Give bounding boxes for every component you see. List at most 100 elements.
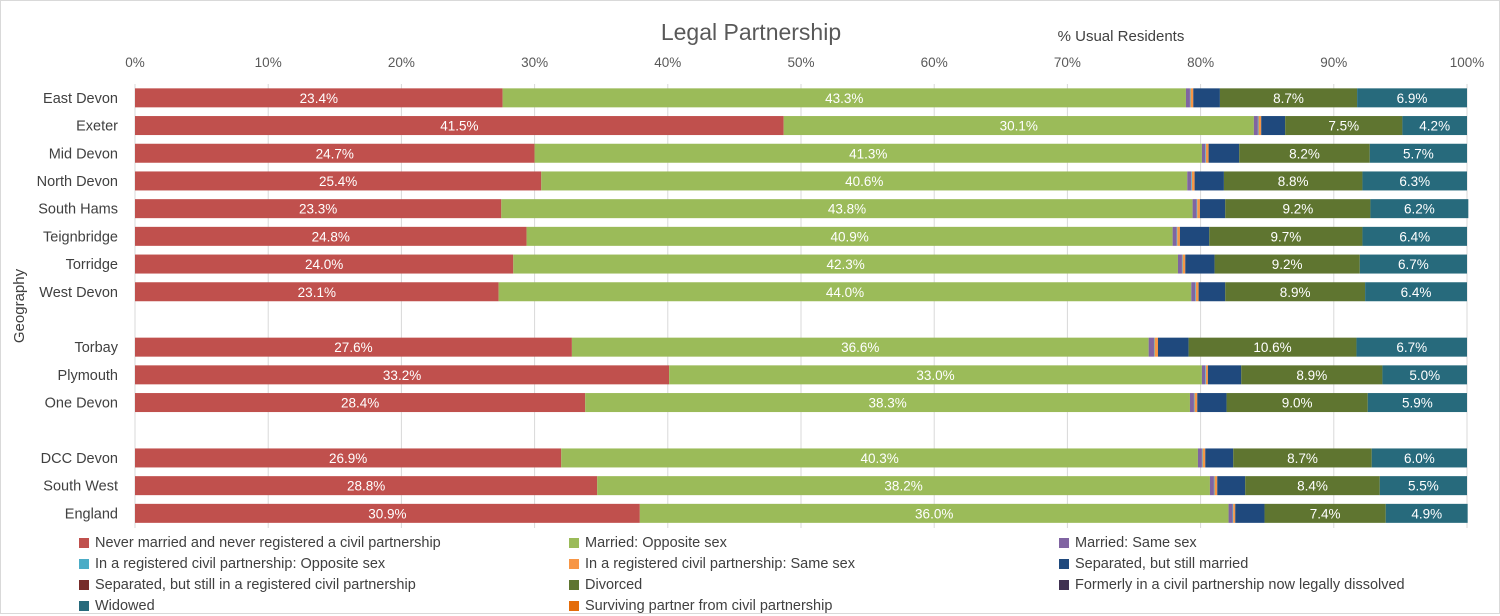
category-label: Plymouth [58, 368, 118, 384]
legend-swatch [79, 580, 89, 590]
x-tick-label: 40% [654, 55, 681, 70]
bar-segment [1214, 476, 1218, 496]
bar-segment [1226, 393, 1368, 413]
legend-item: Surviving partner from civil partnership [569, 596, 1059, 616]
category-label: Teignbridge [43, 229, 118, 245]
bar-data-label: 40.6% [845, 174, 883, 189]
x-tick-label: 20% [388, 55, 415, 70]
bar-data-label: 7.5% [1328, 119, 1359, 134]
bar-segment [1190, 88, 1194, 108]
bar-data-labels: 23.4% 43.3% 8.7% 6.9% 41.5% 30.1% 7.5% 4.2% 24.7… [298, 91, 1450, 521]
bar-segment [135, 199, 502, 219]
legend-item: Separated, but still married [1059, 554, 1479, 574]
bar-segment [526, 226, 1173, 246]
bar-segment [1197, 448, 1202, 468]
bar-data-label: 23.1% [298, 285, 336, 300]
bar-data-label: 6.4% [1401, 285, 1432, 300]
bar-segment [1205, 365, 1208, 385]
bar-segment [135, 226, 527, 246]
bar-segment [1213, 476, 1215, 496]
bar-segment [1205, 143, 1206, 163]
bar-segment [1385, 503, 1468, 523]
legend-swatch [569, 559, 579, 569]
bar-data-label: 8.7% [1273, 91, 1304, 106]
bar-data-label: 36.6% [841, 340, 879, 355]
x-tick-label: 10% [255, 55, 282, 70]
category-label: One Devon [45, 396, 118, 412]
bar-segment [135, 503, 640, 523]
bar-data-label: 23.3% [299, 202, 337, 217]
bar-segment [1172, 226, 1177, 246]
category-label: Torridge [66, 257, 118, 273]
bar-segment [1253, 116, 1258, 136]
bar-segment [1201, 143, 1206, 163]
bar-segment [1370, 199, 1469, 219]
bar-segment [1379, 476, 1467, 496]
bar-segment [1209, 226, 1363, 246]
bar-segment [1359, 254, 1467, 274]
bar-data-label: 30.1% [1000, 119, 1038, 134]
bar-data-label: 7.4% [1310, 506, 1341, 521]
x-tick-label: 60% [921, 55, 948, 70]
bar-segment [1233, 503, 1236, 523]
bar-data-label: 42.3% [826, 257, 864, 272]
x-tick-label: 90% [1320, 55, 1347, 70]
bar-segment [1232, 503, 1234, 523]
legend-label: Divorced [585, 577, 643, 593]
bar-segment [1177, 254, 1182, 274]
bar-segment [1181, 254, 1183, 274]
bar-data-label: 33.0% [916, 368, 954, 383]
bar-segment [1191, 171, 1192, 191]
bar-data-label: 9.0% [1282, 396, 1313, 411]
bar-segment [1148, 337, 1154, 357]
bar-data-label: 5.7% [1403, 146, 1434, 161]
bar-segment [1194, 393, 1198, 413]
bar-data-label: 41.5% [440, 119, 478, 134]
y-axis-title: Geography [11, 268, 28, 343]
legend-label: Surviving partner from civil partnership [585, 598, 833, 614]
bar-data-label: 6.3% [1399, 174, 1430, 189]
bar-data-label: 6.2% [1404, 202, 1435, 217]
bar-segment [1191, 282, 1196, 302]
bar-segment [1194, 171, 1224, 191]
bar-segment [1188, 337, 1357, 357]
bar-data-label: 6.0% [1404, 451, 1435, 466]
bar-segment [1199, 199, 1226, 219]
category-label: DCC Devon [41, 451, 118, 467]
category-label: Torbay [74, 340, 118, 356]
bar-segment [1261, 116, 1286, 136]
bar-segment [1198, 282, 1226, 302]
x-tick-label: 70% [1054, 55, 1081, 70]
bar-segment [1207, 365, 1242, 385]
legend-swatch [569, 580, 579, 590]
legend-item: Divorced [569, 575, 1059, 595]
bar-segment [1264, 503, 1386, 523]
bar-data-label: 8.2% [1289, 146, 1320, 161]
bar-data-label: 43.8% [828, 202, 866, 217]
bar-segment [1182, 254, 1186, 274]
bar-segment [1192, 199, 1197, 219]
category-label: South West [43, 479, 118, 495]
bar-data-label: 28.8% [347, 479, 385, 494]
bar-segment [135, 448, 562, 468]
bar-segment [669, 365, 1202, 385]
bar-data-label: 23.4% [300, 91, 338, 106]
legend-item: Formerly in a civil partnership now lega… [1059, 575, 1479, 595]
legend-label: Widowed [95, 598, 155, 614]
bar-segment [1285, 116, 1403, 136]
bar-segment [1365, 282, 1467, 302]
bar-data-label: 38.3% [868, 396, 906, 411]
bar-segment [1205, 365, 1206, 385]
bar-segment [1177, 226, 1180, 246]
legend-swatch [79, 538, 89, 548]
bar-data-label: 38.2% [884, 479, 922, 494]
bar-data-label: 36.0% [915, 506, 953, 521]
bar-data-label: 40.9% [830, 229, 868, 244]
bar-segment [1257, 116, 1259, 136]
x-tick-label: 100% [1450, 55, 1485, 70]
legend-label: Separated, but still in a registered civ… [95, 577, 416, 593]
bar-segment [1202, 448, 1206, 468]
bar-segment [1356, 337, 1467, 357]
